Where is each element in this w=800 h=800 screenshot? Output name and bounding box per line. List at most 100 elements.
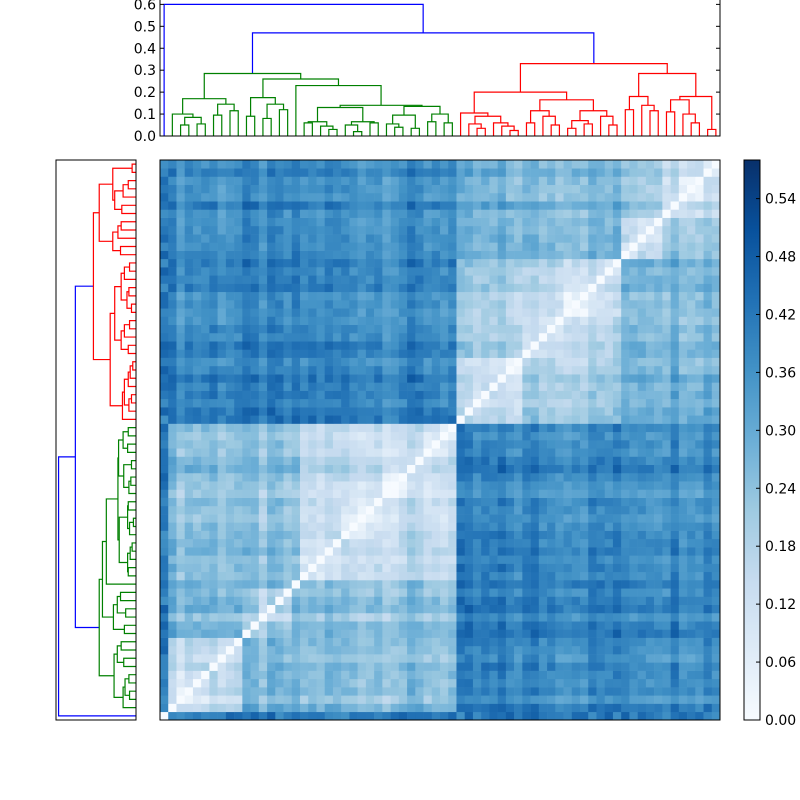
heatmap-cell: [612, 654, 622, 663]
heatmap-cell: [225, 365, 235, 375]
dendrogram-link: [476, 127, 486, 136]
heatmap-cell: [234, 514, 243, 523]
heatmap-cell: [176, 514, 186, 523]
heatmap-cell: [505, 234, 515, 243]
heatmap-cell: [571, 184, 581, 194]
heatmap-cell: [308, 695, 317, 704]
heatmap-cell: [332, 563, 342, 573]
heatmap-cell: [555, 398, 564, 408]
heatmap-cell: [316, 390, 326, 400]
heatmap-cell: [505, 160, 515, 169]
heatmap-cell: [670, 423, 680, 433]
heatmap-cell: [505, 604, 515, 614]
heatmap-cell: [505, 423, 515, 433]
heatmap-cell: [201, 662, 210, 671]
heatmap-cell: [703, 242, 713, 251]
heatmap-cell: [332, 711, 342, 721]
heatmap-cell: [530, 695, 540, 704]
heatmap-cell: [695, 234, 704, 243]
heatmap-cell: [678, 225, 688, 235]
heatmap-cell: [662, 670, 671, 680]
heatmap-cell: [481, 316, 490, 326]
heatmap-cell: [678, 563, 688, 573]
heatmap-cell: [464, 300, 474, 309]
dendrogram-link: [344, 124, 359, 136]
heatmap-cell: [357, 489, 367, 498]
heatmap-cell: [580, 291, 589, 301]
heatmap-cell: [308, 711, 317, 721]
heatmap-cell: [555, 192, 564, 202]
heatmap-cell: [604, 489, 614, 498]
heatmap-cell: [464, 604, 474, 614]
heatmap-cell: [654, 670, 663, 680]
heatmap-cell: [678, 431, 688, 441]
heatmap-cell: [538, 497, 548, 507]
dendrogram-link: [127, 371, 136, 388]
heatmap-cell: [316, 472, 326, 482]
heatmap-cell: [547, 349, 556, 358]
heatmap-cell: [456, 382, 466, 391]
heatmap-cell: [670, 275, 680, 284]
heatmap-cell: [637, 382, 647, 391]
heatmap-cell: [431, 670, 441, 680]
heatmap-cell: [629, 192, 638, 202]
heatmap-cell: [176, 456, 186, 466]
heatmap-cell: [201, 217, 210, 227]
heatmap-cell: [547, 201, 556, 210]
heatmap-cell: [382, 563, 391, 573]
heatmap-cell: [374, 538, 383, 548]
heatmap-cell: [431, 415, 441, 424]
heatmap-cell: [604, 423, 614, 433]
heatmap-cell: [538, 448, 548, 457]
heatmap-cell: [225, 341, 235, 350]
heatmap-cell: [275, 283, 284, 293]
heatmap-cell: [621, 357, 630, 367]
heatmap-cell: [201, 563, 210, 573]
heatmap-cell: [250, 588, 260, 597]
heatmap-cell: [670, 538, 680, 548]
heatmap-cell: [481, 390, 490, 400]
dendrogram-link: [249, 97, 276, 117]
heatmap-cell: [349, 654, 358, 663]
heatmap-cell: [538, 505, 548, 515]
heatmap-cell: [398, 621, 408, 630]
heatmap-cell: [250, 300, 260, 309]
heatmap-cell: [448, 390, 457, 400]
heatmap-cell: [390, 456, 400, 466]
heatmap-cell: [571, 374, 581, 383]
heatmap-cell: [275, 365, 284, 375]
heatmap-cell: [316, 349, 326, 358]
heatmap-cell: [472, 374, 482, 383]
heatmap-cell: [431, 538, 441, 548]
heatmap-cell: [332, 481, 342, 490]
heatmap-cell: [596, 678, 606, 688]
heatmap-cell: [332, 555, 342, 564]
heatmap-cell: [176, 258, 186, 268]
heatmap-cell: [390, 234, 400, 243]
heatmap-cell: [431, 176, 441, 186]
heatmap-cell: [184, 308, 194, 317]
heatmap-cell: [497, 464, 507, 474]
heatmap-cell: [209, 291, 218, 301]
heatmap-cell: [695, 332, 704, 342]
heatmap-cell: [398, 176, 408, 186]
heatmap-cell: [571, 522, 581, 531]
dendrogram-link: [114, 286, 122, 341]
heatmap-cell: [225, 225, 235, 235]
heatmap-cell: [629, 489, 638, 498]
heatmap-cell: [423, 242, 433, 251]
heatmap-cell: [209, 662, 218, 671]
heatmap-cell: [596, 497, 606, 507]
heatmap-cell: [637, 176, 647, 186]
heatmap-cell: [357, 703, 367, 713]
heatmap-cell: [687, 563, 696, 573]
heatmap-cell: [563, 530, 573, 540]
heatmap-cell: [662, 555, 671, 564]
heatmap-cell: [456, 547, 466, 556]
heatmap-cell: [604, 176, 614, 186]
heatmap-cell: [267, 547, 276, 556]
heatmap-cell: [448, 357, 457, 367]
heatmap-cell: [481, 703, 490, 713]
heatmap-cell: [670, 225, 680, 235]
heatmap-cell: [365, 258, 375, 268]
